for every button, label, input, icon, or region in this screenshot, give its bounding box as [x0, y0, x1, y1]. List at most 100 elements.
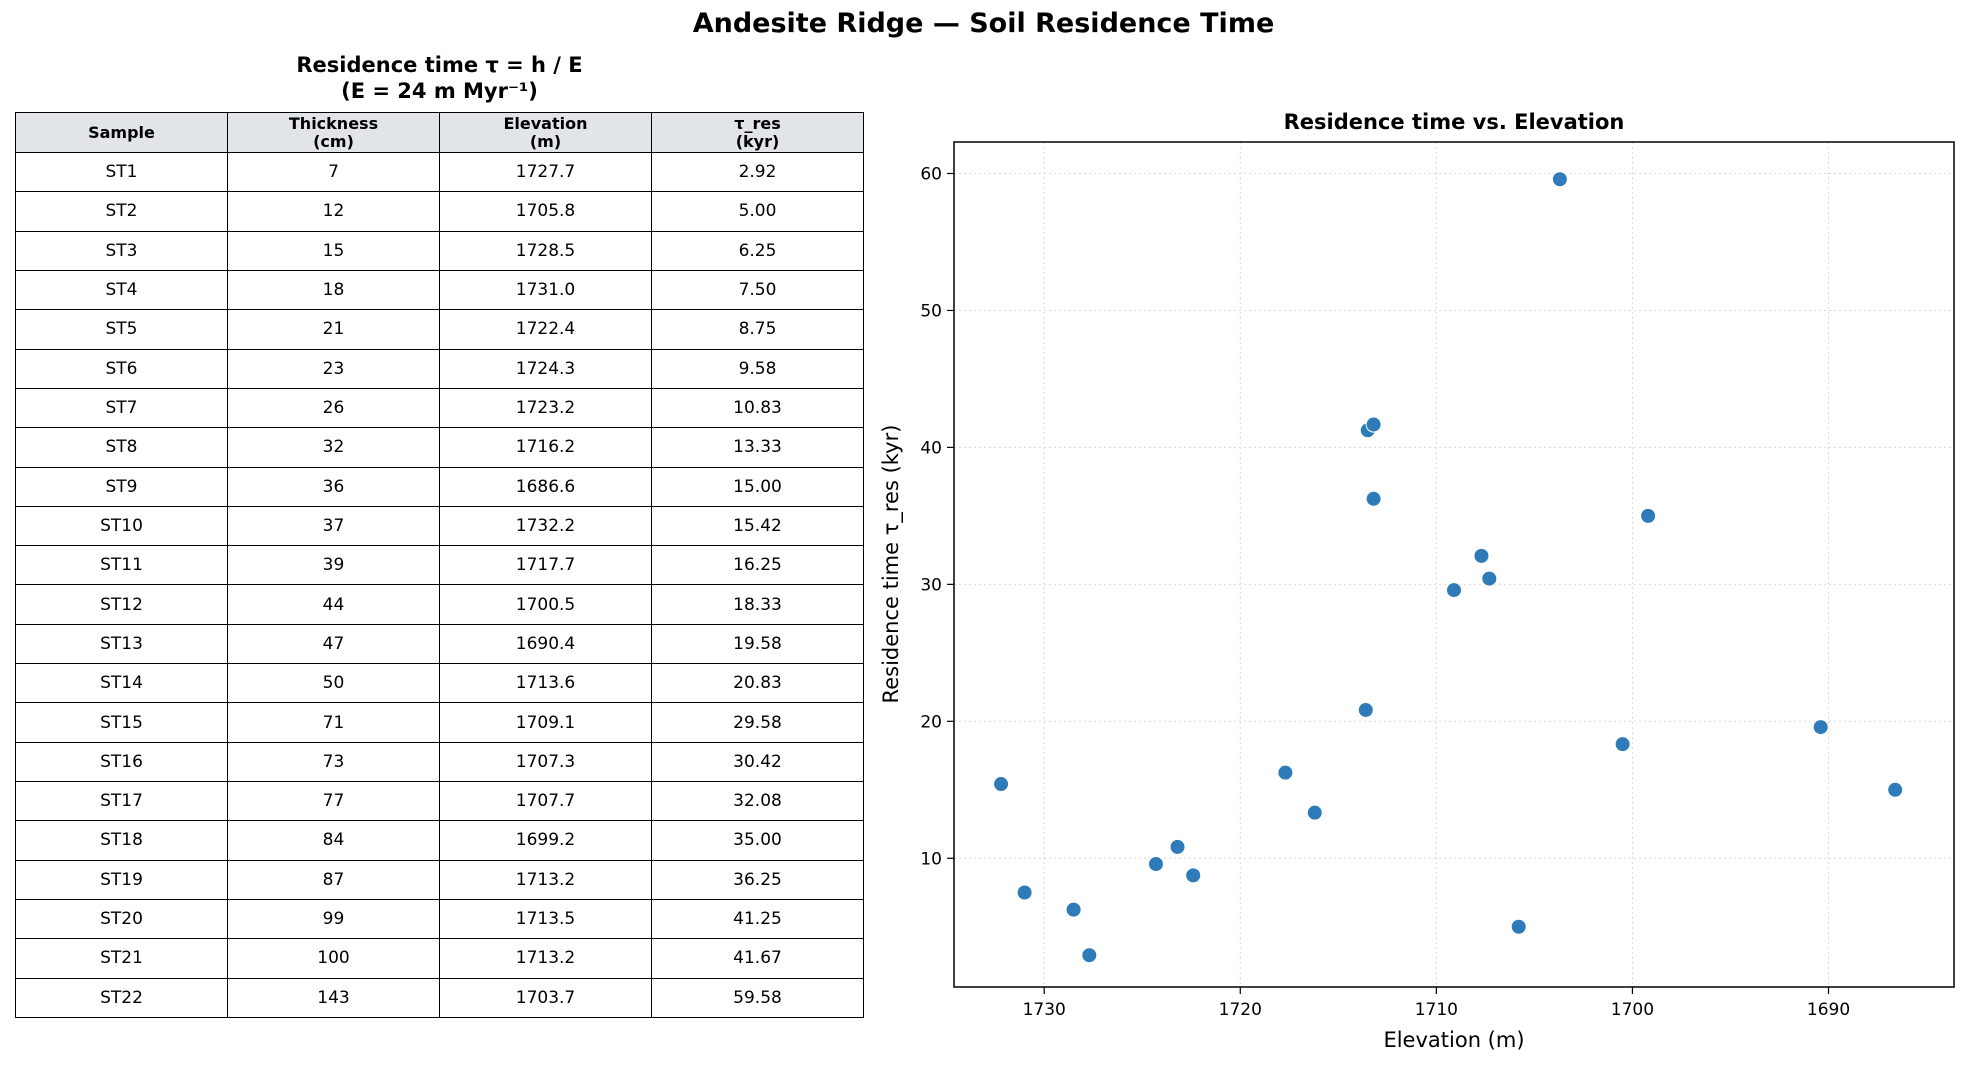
scatter-point [1065, 901, 1082, 918]
sample-cell: ST22 [15, 977, 228, 1019]
elevation-cell: 1699.2 [439, 820, 652, 861]
residence-time-cell: 9.58 [651, 348, 864, 389]
table-header-row: Sample Thickness (cm) Elevation (m) τ_res(… [15, 112, 864, 153]
residence-time-cell: 32.08 [651, 780, 864, 822]
residence-time-cell: 20.83 [651, 663, 864, 704]
elevation-cell: 1690.4 [439, 623, 652, 665]
x-tick-label: 1690 [1807, 1000, 1850, 1020]
header-residence-unit: (kyr) [735, 131, 780, 151]
elevation-cell: 1713.2 [439, 938, 652, 979]
header-sample-label: Sample [88, 122, 155, 142]
table-row: ST11 39 1717.7 16.25 [15, 545, 864, 586]
elevation-cell: 1707.3 [439, 741, 652, 783]
residence-time-table: Sample Thickness (cm) Elevation (m) τ_res(… [15, 112, 864, 1019]
x-tick-label: 1710 [1415, 1000, 1458, 1020]
residence-time-cell: 7.50 [651, 269, 864, 311]
residence-time-cell: 59.58 [651, 977, 864, 1019]
y-axis-label: Residence time τ_res (kyr) [879, 425, 904, 704]
y-tick-label: 30 [920, 575, 942, 595]
scatter-point [1306, 804, 1323, 821]
thickness-cell: 23 [227, 348, 440, 389]
x-axis-label: Elevation (m) [1383, 1028, 1524, 1052]
sample-cell: ST13 [15, 623, 228, 665]
residence-time-cell: 15.00 [651, 466, 864, 507]
elevation-cell: 1724.3 [439, 348, 652, 389]
scatter-point [1481, 570, 1498, 587]
thickness-cell: 84 [227, 820, 440, 861]
table-title: Residence time τ = h / E (E = 24 m Myr⁻¹… [15, 52, 864, 104]
scatter-point [1081, 947, 1098, 964]
table-title-line1: Residence time τ = h / E [296, 53, 583, 77]
scatter-point [1812, 719, 1829, 736]
header-residence-label: τ_res [734, 113, 781, 133]
table-row: ST18 84 1699.2 35.00 [15, 820, 864, 861]
table-row: ST6 23 1724.3 9.58 [15, 348, 864, 389]
sample-cell: ST12 [15, 584, 228, 625]
thickness-cell: 18 [227, 269, 440, 311]
grid-lines [954, 142, 1954, 987]
y-tick-label: 10 [920, 849, 942, 869]
scatter-point [1357, 701, 1374, 718]
header-thickness-label: Thickness [288, 113, 379, 133]
table-row: ST13 47 1690.4 19.58 [15, 623, 864, 665]
x-tick-label: 1700 [1611, 1000, 1654, 1020]
sample-cell: ST9 [15, 466, 228, 507]
thickness-cell: 71 [227, 702, 440, 743]
scatter-point [993, 776, 1010, 793]
header-elevation: Elevation (m) [439, 112, 652, 153]
thickness-cell: 32 [227, 427, 440, 468]
table-row: ST14 50 1713.6 20.83 [15, 663, 864, 704]
thickness-cell: 7 [227, 151, 440, 193]
scatter-point [1446, 582, 1462, 599]
residence-time-cell: 8.75 [651, 309, 864, 350]
scatter-point [1365, 490, 1382, 507]
table-title-line2: (E = 24 m Myr⁻¹) [341, 79, 538, 103]
thickness-cell: 21 [227, 309, 440, 350]
elevation-cell: 1713.2 [439, 859, 652, 900]
y-axis-ticks: 10 20 30 40 50 60 [920, 164, 954, 869]
sample-cell: ST11 [15, 545, 228, 586]
thickness-cell: 15 [227, 230, 440, 271]
y-tick-label: 20 [920, 712, 942, 732]
scatter-point [1277, 764, 1294, 781]
thickness-cell: 99 [227, 898, 440, 940]
sample-cell: ST20 [15, 898, 228, 940]
table-row: ST12 44 1700.5 18.33 [15, 584, 864, 625]
sample-cell: ST8 [15, 427, 228, 468]
sample-cell: ST5 [15, 309, 228, 350]
elevation-cell: 1717.7 [439, 545, 652, 586]
thickness-cell: 77 [227, 780, 440, 822]
scatter-plot: Residence time vs. Elevation 1730 1720 171… [879, 110, 1955, 1052]
sample-cell: ST6 [15, 348, 228, 389]
residence-time-cell: 35.00 [651, 820, 864, 861]
thickness-cell: 143 [227, 977, 440, 1019]
elevation-cell: 1731.0 [439, 269, 652, 311]
residence-time-cell: 2.92 [651, 151, 864, 193]
residence-time-cell: 6.25 [651, 230, 864, 271]
residence-time-cell: 41.67 [651, 938, 864, 979]
table-body: ST1 7 1727.7 2.92 ST2 12 1705.8 5.00 ST3 15 1728.5… [15, 151, 864, 1019]
residence-time-cell: 41.25 [651, 898, 864, 940]
residence-time-cell: 15.42 [651, 505, 864, 547]
y-tick-label: 50 [920, 301, 942, 321]
thickness-cell: 36 [227, 466, 440, 507]
table-row: ST7 26 1723.2 10.83 [15, 387, 864, 429]
header-elevation-label: Elevation [503, 113, 588, 133]
sample-cell: ST2 [15, 191, 228, 232]
sample-cell: ST3 [15, 230, 228, 271]
residence-time-cell: 19.58 [651, 623, 864, 665]
scatter-point [1147, 856, 1164, 873]
x-axis-ticks: 1730 1720 1710 1700 1690 [1023, 987, 1850, 1020]
thickness-cell: 73 [227, 741, 440, 783]
elevation-cell: 1707.7 [439, 780, 652, 822]
header-elevation-unit: (m) [529, 131, 562, 151]
thickness-cell: 44 [227, 584, 440, 625]
y-tick-label: 60 [920, 164, 942, 184]
plot-frame [953, 141, 1955, 988]
table-row: ST22 143 1703.7 59.58 [15, 977, 864, 1019]
elevation-cell: 1713.5 [439, 898, 652, 940]
residence-time-cell: 29.58 [651, 702, 864, 743]
residence-time-cell: 36.25 [651, 859, 864, 900]
table-row: ST8 32 1716.2 13.33 [15, 427, 864, 468]
table-row: ST4 18 1731.0 7.50 [15, 269, 864, 311]
